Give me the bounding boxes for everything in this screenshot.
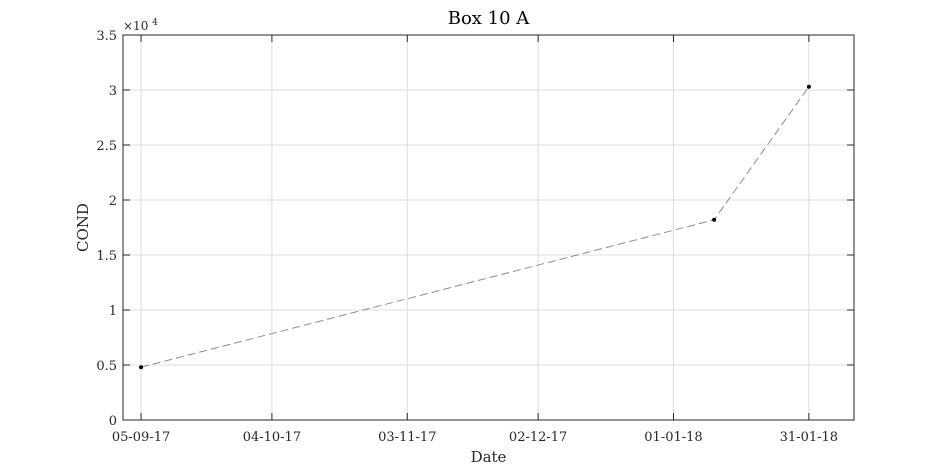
y-axis-multiplier: ×10 4 xyxy=(123,18,158,33)
y-tick-label: 1.5 xyxy=(96,249,117,264)
x-tick-label: 31-01-18 xyxy=(780,430,838,445)
x-tick-label: 03-11-17 xyxy=(378,430,436,445)
y-tick-label: 2.5 xyxy=(96,139,117,154)
x-tick-label: 01-01-18 xyxy=(644,430,702,445)
chart-title: Box 10 A xyxy=(448,8,531,29)
y-tick-label: 0.5 xyxy=(96,359,117,374)
y-axis-label: COND xyxy=(74,203,92,252)
y-tick-label: 2 xyxy=(109,194,117,209)
y-tick-label: 3 xyxy=(109,84,117,99)
y-multiplier-base: ×10 xyxy=(123,19,148,33)
x-tick-label: 05-09-17 xyxy=(112,430,170,445)
y-tick-label: 1 xyxy=(109,304,117,319)
x-tick-label: 04-10-17 xyxy=(243,430,301,445)
data-point xyxy=(806,84,811,89)
x-tick-label: 02-12-17 xyxy=(509,430,567,445)
series-line xyxy=(140,86,810,368)
grid xyxy=(123,34,854,421)
plot-area xyxy=(122,34,855,421)
y-tick-label: 0 xyxy=(109,414,117,429)
data-point xyxy=(712,217,717,222)
x-axis-label: Date xyxy=(471,448,507,466)
axis-ticks: 05-09-17 04-10-17 03-11-17 02-12-17 01-01-18… xyxy=(96,29,854,445)
data-point xyxy=(139,365,144,370)
y-multiplier-exponent: 4 xyxy=(152,18,158,28)
series xyxy=(139,84,811,370)
y-tick-label: 3.5 xyxy=(96,29,117,44)
